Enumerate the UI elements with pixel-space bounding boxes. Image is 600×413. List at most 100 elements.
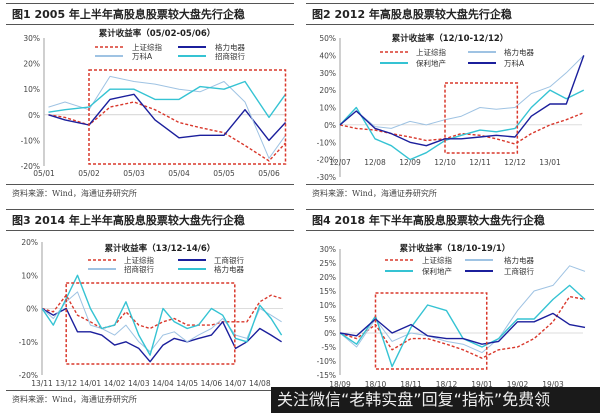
series-line-格力电器: [339, 265, 586, 354]
x-tick-label: 14/04: [152, 379, 174, 388]
legend-label: 上证综指: [416, 47, 446, 57]
y-tick-label: 30%: [319, 245, 336, 254]
legend-label: 保利地产: [422, 266, 452, 276]
panel-title: 图3 2014 年上半年高股息股票较大盘先行企稳: [12, 214, 245, 227]
legend-label: 万科A: [132, 51, 153, 61]
highlight-box: [444, 82, 519, 154]
panel-4: 图4 2018 年下半年高股息股票较大盘先行企稳 30% 25% 20% 15% 10%…: [300, 206, 600, 412]
legend-label: 招商银行: [124, 264, 154, 274]
x-tick-label: 05/04: [168, 169, 190, 178]
y-tick-label: 20%: [23, 60, 40, 69]
x-tick-label: 12/09: [399, 158, 421, 167]
y-tick-label: 20%: [319, 273, 336, 282]
x-tick-label: 14/06: [201, 379, 223, 388]
x-tick-label: 05/01: [33, 169, 55, 178]
legend-label: 保利地产: [416, 58, 446, 68]
divider: [306, 24, 594, 25]
series-line-上证综指: [48, 101, 287, 162]
y-tick-label: 0%: [324, 121, 336, 130]
chart-subtitle: 累计收益率（13/12-14/6）: [105, 243, 216, 254]
y-tick-label: 30%: [319, 69, 336, 78]
y-tick-label: -15%: [317, 371, 336, 380]
legend-label: 格力电器: [214, 264, 244, 274]
panel-2: 图2 2012 年高股息股票较大盘先行企稳 50% 40% 30% 20% 10% 0% -…: [300, 0, 600, 206]
series-line-上证综指: [41, 294, 282, 330]
chart-3: 20%10%0%-10%-20%13/11 13/12 14/01 14/02 14/0…: [19, 238, 283, 388]
y-tick-label: 10%: [319, 104, 336, 113]
x-tick-label: 12/10: [434, 158, 456, 167]
series-line-万科A: [339, 55, 585, 147]
divider: [6, 209, 294, 210]
divider: [306, 184, 594, 185]
series-line-工商银行: [339, 312, 586, 345]
x-tick-label: 14/07: [225, 379, 247, 388]
chart-1: 30% 20% 10% 0% -10% -20%05/01 05/02 05/03 05/04 0…: [21, 28, 287, 178]
x-tick-label: 14/02: [104, 379, 126, 388]
legend-label: 万科A: [504, 58, 525, 68]
series-line-格力电器: [48, 93, 287, 142]
y-tick-label: 50%: [319, 34, 336, 43]
y-tick-label: -5%: [321, 343, 336, 352]
x-tick-label: 14/08: [249, 379, 271, 388]
y-tick-label: 10%: [23, 85, 40, 94]
y-tick-label: -30%: [317, 173, 336, 182]
chart-subtitle: 累计收益率（05/02-05/06）: [99, 28, 216, 39]
y-tick-label: 0%: [28, 111, 40, 120]
x-tick-label: 13/11: [31, 379, 53, 388]
chart-subtitle: 累计收益率（18/10-19/1）: [400, 243, 511, 254]
y-tick-label: 0%: [26, 305, 38, 314]
x-tick-label: 19/03: [542, 380, 564, 389]
legend-label: 上证综指: [422, 255, 452, 265]
x-tick-label: 05/02: [78, 169, 100, 178]
x-tick-label: 12/08: [364, 158, 386, 167]
divider: [6, 184, 294, 185]
watermark-banner: 关注微信“老韩实盘”回复“指标”免费领: [271, 387, 600, 413]
series-line-工商银行: [41, 307, 282, 363]
y-tick-label: -20%: [19, 371, 38, 380]
series-line-保利地产: [339, 89, 585, 161]
legend-label: 上证综指: [132, 42, 162, 52]
divider: [306, 230, 594, 231]
x-tick-label: 18/10: [365, 380, 387, 389]
legend-label: 上证综指: [124, 255, 154, 265]
x-tick-label: 05/05: [213, 169, 235, 178]
legend-label: 工商银行: [214, 255, 244, 265]
y-tick-label: -10%: [317, 357, 336, 366]
y-tick-label: -10%: [317, 138, 336, 147]
x-tick-label: 19/01: [471, 380, 493, 389]
x-tick-label: 12/11: [469, 158, 491, 167]
x-tick-label: 18/11: [400, 380, 422, 389]
divider: [6, 24, 294, 25]
y-tick-label: 20%: [319, 86, 336, 95]
source-note: 资料来源：Wind，海通证券研究所: [12, 395, 137, 404]
y-tick-label: 30%: [23, 34, 40, 43]
x-tick-label: 05/06: [258, 169, 280, 178]
divider: [6, 3, 294, 4]
divider: [6, 230, 294, 231]
y-tick-label: 5%: [324, 315, 336, 324]
divider: [6, 390, 294, 391]
y-tick-label: -20%: [317, 156, 336, 165]
y-tick-label: 0%: [324, 329, 336, 338]
x-tick-label: 05/03: [123, 169, 145, 178]
highlight-box: [374, 292, 488, 370]
x-tick-label: 14/01: [80, 379, 102, 388]
legend-label: 格力电器: [504, 47, 534, 57]
y-tick-label: 10%: [319, 301, 336, 310]
series-line-招商银行: [48, 80, 287, 119]
chart-2: 50% 40% 30% 20% 10% 0% -10% -20% -30% 12/07 12/08 1…: [317, 33, 585, 182]
chart-subtitle: 累计收益率（12/10-12/12）: [392, 33, 509, 44]
source-note: 资料来源：Wind，海通证券研究所: [312, 189, 437, 198]
source-note: 资料来源：Wind，海通证券研究所: [12, 189, 137, 198]
series-line-上证综指: [339, 295, 586, 359]
x-tick-label: 14/03: [128, 379, 150, 388]
x-tick-label: 19/02: [507, 380, 529, 389]
y-tick-label: -10%: [21, 136, 40, 145]
x-tick-label: 18/09: [329, 380, 351, 389]
legend-label: 格力电器: [504, 255, 534, 265]
y-tick-label: 15%: [319, 287, 336, 296]
y-tick-label: 25%: [319, 259, 336, 268]
x-tick-label: 12/07: [329, 158, 351, 167]
x-tick-label: 18/12: [436, 380, 458, 389]
